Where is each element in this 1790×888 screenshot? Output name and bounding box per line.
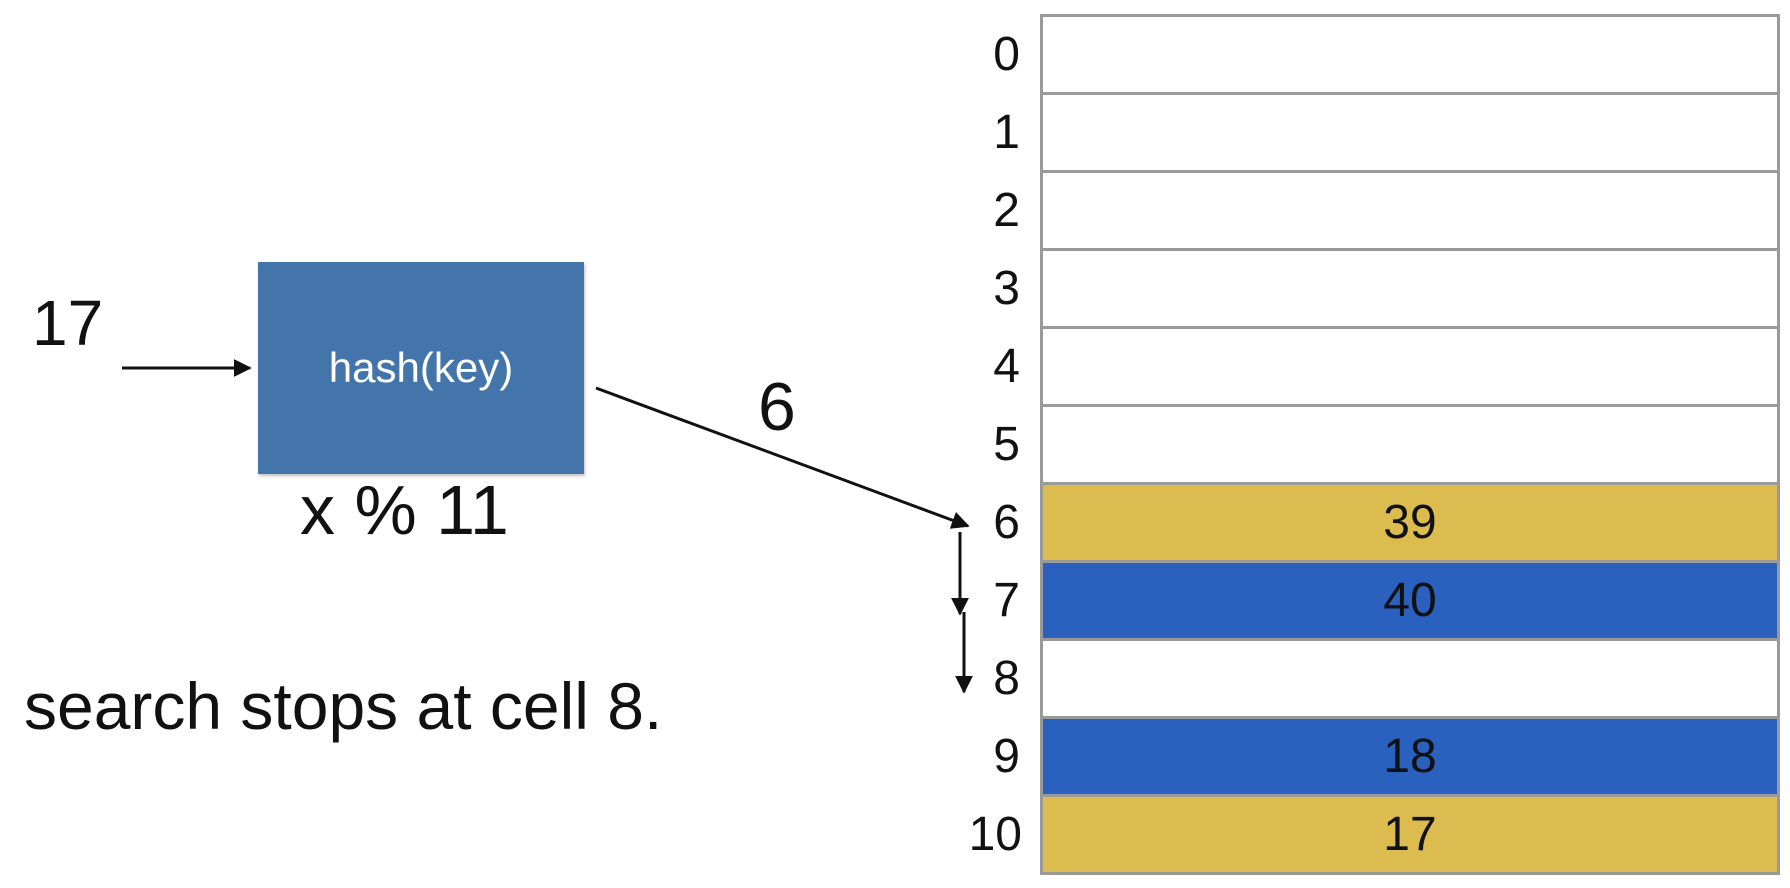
index-label: 3 (993, 262, 1020, 315)
table-cell (1040, 326, 1780, 407)
table-cell: 39 (1040, 482, 1780, 563)
index-label: 2 (993, 184, 1020, 237)
index-label: 0 (993, 28, 1020, 81)
output-arrow (595, 386, 970, 529)
hash-function-box: hash(key) (258, 262, 584, 474)
hash-formula: x % 11 (300, 471, 509, 549)
cell-value: 18 (1383, 730, 1437, 783)
index-label: 6 (993, 496, 1020, 549)
index-label: 10 (968, 808, 1022, 861)
table-cell: 40 (1040, 560, 1780, 641)
caption: search stops at cell 8. (24, 669, 663, 743)
index-label: 4 (993, 340, 1020, 393)
cell-value: 40 (1383, 574, 1437, 627)
table-cell (1040, 638, 1780, 719)
table-cell: 18 (1040, 716, 1780, 797)
index-label: 5 (993, 418, 1020, 471)
cell-value: 39 (1383, 496, 1437, 549)
table-cell (1040, 248, 1780, 329)
hash-output-value: 6 (758, 369, 796, 445)
cell-value: 17 (1383, 808, 1437, 861)
index-label: 7 (993, 574, 1020, 627)
index-label: 8 (993, 652, 1020, 705)
index-label: 1 (993, 106, 1020, 159)
index-label: 9 (993, 730, 1020, 783)
table-cell (1040, 92, 1780, 173)
table-cell (1040, 14, 1780, 95)
input-key: 17 (32, 287, 104, 359)
hash-function-label: hash(key) (328, 344, 514, 391)
table-cell (1040, 404, 1780, 485)
table-cell: 17 (1040, 794, 1780, 875)
table-cell (1040, 170, 1780, 251)
